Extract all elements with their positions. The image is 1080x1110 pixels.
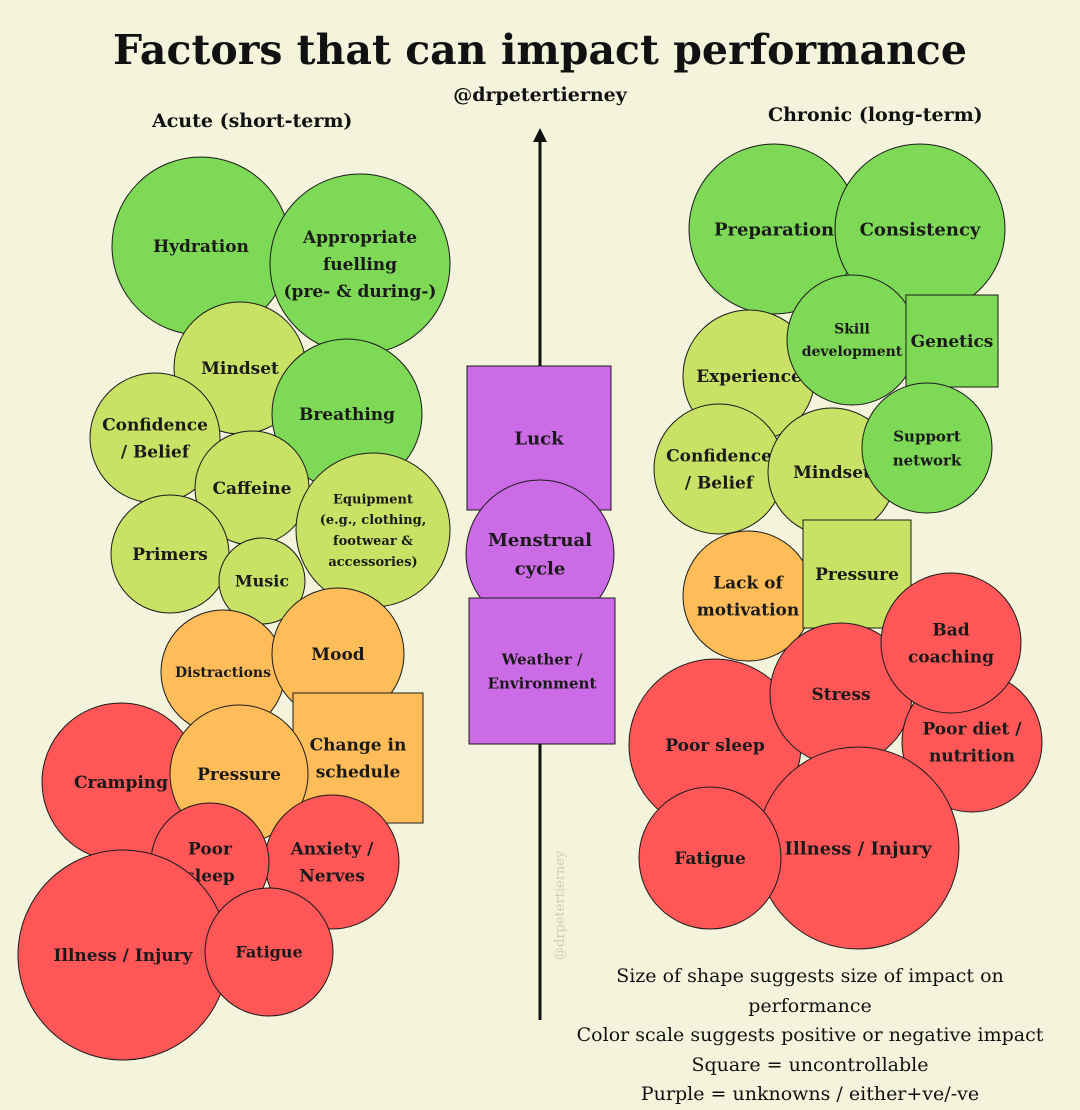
acute-mindset-label: Mindset [201, 359, 279, 379]
chronic-fatigue-shape [638, 786, 782, 930]
acute-equipment-e-g-clothing-footwear-accessories-label: Equipment (e.g., clothing, footwear & acces… [320, 492, 427, 569]
chronic-pressure-label: Pressure [815, 565, 899, 585]
acute-music-label: Music [235, 572, 289, 591]
chronic-lack-of-motivation-label: Lack of motivation [697, 573, 800, 620]
page-title: Factors that can impact performance [113, 26, 967, 74]
legend-color: Color scale suggests positive or negativ… [576, 1024, 1044, 1046]
chronic-genetics-shape [905, 294, 999, 388]
chronic-confidence-belief-shape [653, 403, 785, 535]
acute-hydration-label: Hydration [153, 237, 249, 257]
middle-menstrual-cycle-label: Menstrual cycle [488, 530, 592, 580]
legend-square: Square = uncontrollable [691, 1053, 929, 1076]
chronic-genetics-square: Genetics [905, 294, 999, 388]
middle-weather-environment-square: Weather / Environment [468, 597, 616, 745]
chronic-poor-diet-nutrition-circle: Bad coaching [880, 572, 1022, 714]
middle-weather-environment-shape [468, 597, 616, 745]
middle-luck-label: Luck [514, 428, 564, 449]
factors-diagram: Hydration Appropriate fuelling (pre- & duri… [17, 128, 1043, 1061]
chronic-confidence-belief-circle: Confidence / Belief [653, 403, 785, 535]
chronic-bad-coaching-label: Poor diet / nutrition [922, 719, 1022, 766]
chronic-fatigue-label: Fatigue [674, 849, 746, 869]
legend: Size of shape suggests size of impact on… [560, 962, 1060, 1110]
acute-anxiety-nerves-label: Anxiety / Nerves [290, 839, 375, 886]
chronic-preparation-circle: Preparation [688, 143, 860, 315]
acute-mood-label: Mood [311, 645, 364, 665]
acute-pressure-label: Pressure [197, 765, 281, 785]
chronic-confidence-belief-label: Confidence / Belief [666, 446, 772, 493]
chronic-skill-development-label: Skill development [802, 322, 903, 360]
acute-distractions-label: Distractions [175, 665, 271, 681]
acute-caffeine-label: Caffeine [213, 479, 292, 499]
chronic-preparation-label: Preparation [714, 219, 834, 240]
chronic-stress-circle: Stress [769, 622, 913, 766]
acute-equipment-e-g-clothing-footwear-accessories-shape [295, 452, 451, 608]
acute-illness-injury-label: Illness / Injury [54, 946, 194, 966]
chronic-poor-sleep-label: Poor sleep [665, 736, 765, 756]
chronic-poor-sleep-circle: Poor sleep [628, 658, 802, 832]
acute-appropriate-fuelling-pre-during-circle: Appropriate fuelling (pre- & during-) [269, 173, 451, 355]
acute-breathing-circle: Breathing [271, 338, 423, 490]
acute-confidence-belief-circle: Confidence / Belief [89, 372, 221, 504]
chronic-genetics-label: Genetics [911, 332, 994, 352]
chronic-consistency-circle: Consistency [834, 143, 1006, 315]
middle-menstrual-cycle-circle: Menstrual cycle [465, 479, 615, 629]
chronic-experience-label: Experience [696, 367, 802, 387]
acute-heading: Acute (short-term) [152, 110, 353, 132]
acute-illness-injury-circle: Illness / Injury [17, 849, 229, 1061]
chronic-illness-injury-label: Illness / Injury [784, 838, 932, 859]
acute-equipment-e-g-clothing-footwear-accessories-circle: Equipment (e.g., clothing, footwear & acces… [295, 452, 451, 608]
chronic-poor-diet-nutrition-shape [880, 572, 1022, 714]
legend-size: Size of shape suggests size of impact on… [616, 965, 1004, 1017]
chronic-stress-label: Stress [811, 685, 870, 705]
watermark: @drpetertierney [553, 850, 568, 960]
acute-caffeine-circle: Caffeine [194, 430, 310, 546]
chronic-mindset-label: Mindset [793, 463, 871, 483]
acute-fatigue-label: Fatigue [235, 943, 302, 962]
acute-appropriate-fuelling-pre-during-label: Appropriate fuelling (pre- & during-) [284, 228, 437, 302]
chronic-illness-injury-circle: Illness / Injury [756, 746, 960, 950]
chronic-consistency-label: Consistency [860, 219, 981, 240]
axis-arrowhead-icon [533, 128, 547, 142]
acute-breathing-label: Breathing [299, 405, 395, 425]
acute-confidence-belief-label: Confidence / Belief [102, 415, 208, 462]
acute-hydration-circle: Hydration [111, 156, 291, 336]
acute-fatigue-shape [204, 887, 334, 1017]
acute-mood-circle: Mood [271, 587, 405, 721]
chronic-skill-development-circle: Skill development [786, 274, 918, 406]
chronic-fatigue-circle: Fatigue [638, 786, 782, 930]
legend-purple: Purple = unknowns / either+ve/-ve [640, 1083, 980, 1105]
chronic-support-network-shape [861, 382, 993, 514]
middle-weather-environment-label: Weather / Environment [488, 650, 597, 692]
author-handle: @drpetertierney [453, 84, 627, 106]
chronic-support-network-label: Support network [893, 427, 962, 469]
chronic-support-network-circle: Support network [861, 382, 993, 514]
acute-primers-label: Primers [132, 545, 208, 565]
chronic-heading: Chronic (long-term) [768, 104, 983, 126]
acute-primers-circle: Primers [110, 494, 230, 614]
chronic-poor-diet-nutrition-label: Bad coaching [908, 620, 994, 667]
acute-cramping-label: Cramping [74, 773, 168, 793]
chronic-skill-development-shape [786, 274, 918, 406]
acute-fatigue-circle: Fatigue [204, 887, 334, 1017]
acute-music-circle: Music [218, 537, 306, 625]
chronic-lack-of-motivation-circle: Lack of motivation [682, 530, 814, 662]
acute-change-in-schedule-label: Change in schedule [310, 735, 407, 782]
